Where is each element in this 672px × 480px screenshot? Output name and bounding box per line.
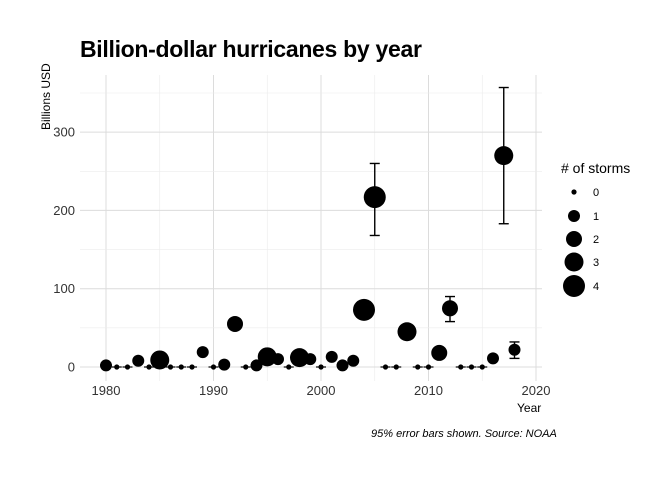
x-tick-label: 2010 (414, 383, 443, 398)
legend-key (563, 275, 585, 297)
data-point (431, 344, 448, 361)
legend-label: 1 (593, 211, 599, 223)
legend-key (568, 210, 580, 222)
data-point (318, 364, 324, 370)
data-point (397, 322, 417, 342)
data-point (487, 352, 499, 365)
data-point (227, 315, 243, 332)
data-point (458, 364, 464, 370)
chart-caption: 95% error bars shown. Source: NOAA (371, 428, 557, 440)
data-point (178, 364, 184, 370)
data-point (243, 364, 249, 370)
legend-key (564, 252, 584, 272)
y-tick-label: 100 (53, 281, 75, 296)
data-point (325, 350, 338, 363)
data-point (114, 364, 120, 370)
data-point (257, 347, 277, 367)
legend-key (566, 231, 582, 247)
data-point (415, 364, 421, 370)
data-point (479, 364, 485, 370)
data-point (508, 343, 521, 356)
data-point (336, 359, 349, 372)
data-point (272, 353, 284, 366)
legend-label: 3 (593, 257, 599, 269)
x-tick-label: 1990 (199, 383, 228, 398)
x-tick-label: 2020 (522, 383, 551, 398)
data-point (442, 300, 458, 317)
x-axis-label: Year (517, 401, 542, 415)
data-point (167, 364, 174, 370)
data-point (250, 359, 263, 372)
data-point (196, 346, 209, 359)
data-point (189, 364, 195, 370)
data-point (353, 298, 375, 321)
data-point (304, 353, 317, 366)
legend-title: # of storms (561, 160, 631, 176)
y-tick-label: 300 (53, 125, 75, 140)
legend-label: 4 (593, 281, 599, 293)
data-point (100, 359, 112, 372)
data-point (363, 186, 386, 209)
data-point (347, 354, 360, 367)
chart-title: Billion-dollar hurricanes by year (80, 36, 422, 62)
legend: 0 1 2 3 4 (563, 187, 599, 297)
data-point (150, 350, 170, 370)
grid-lines (80, 75, 542, 381)
legend-label: 2 (593, 234, 599, 246)
data-point (146, 364, 152, 370)
data-point (286, 364, 292, 370)
data-point (210, 364, 217, 370)
y-tick-label: 200 (53, 203, 75, 218)
x-tick-label: 1980 (92, 383, 121, 398)
legend-label: 0 (593, 187, 599, 199)
data-point (494, 146, 514, 166)
axis-ticks: 1980 1990 2000 2010 2020 0 100 200 300 (53, 125, 550, 398)
data-point (132, 354, 145, 367)
data-point (290, 348, 309, 368)
data-point (382, 364, 389, 370)
data-marks (100, 86, 521, 372)
data-point (468, 364, 475, 370)
data-point (393, 364, 399, 370)
y-tick-label: 0 (68, 360, 75, 375)
data-point (425, 364, 432, 370)
data-point (124, 364, 131, 370)
legend-key (571, 189, 577, 195)
data-point (218, 358, 231, 371)
x-tick-label: 2000 (307, 383, 336, 398)
